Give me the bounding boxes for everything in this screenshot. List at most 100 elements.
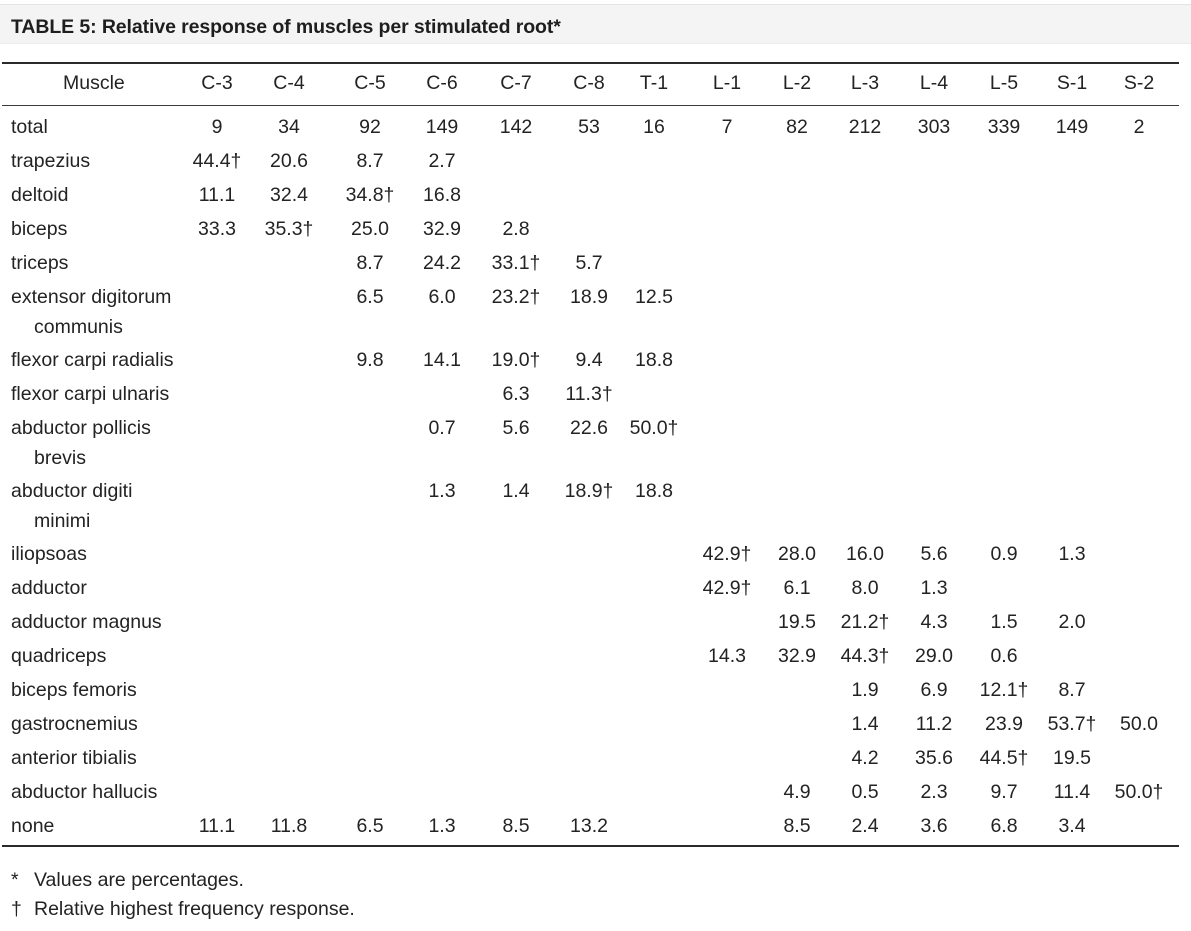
column-header: T-1: [639, 72, 669, 94]
table-cell: 0.6: [990, 645, 1018, 667]
table-cell: 149: [425, 116, 459, 138]
row-label: total: [11, 116, 48, 138]
table-cell: 35.6: [915, 747, 953, 769]
table-cell: 6.5: [356, 815, 384, 837]
table-cell: 2.4: [851, 815, 879, 837]
footnote-text: Values are percentages.: [34, 869, 244, 891]
table-cell: 1.9: [851, 679, 879, 701]
row-label: trapezius: [11, 150, 91, 172]
column-header: C-5: [354, 72, 386, 94]
table-cell: 2.7: [428, 150, 456, 172]
row-label: abductor digiti: [11, 480, 133, 502]
table-cell: 1.3: [428, 480, 456, 502]
table-cell: 9.7: [990, 781, 1018, 803]
table-cell: 142: [499, 116, 533, 138]
table-cell: 32.9: [423, 218, 461, 240]
table-cell: 16.0: [846, 543, 884, 565]
footnote: † Relative highest frequency response.: [11, 898, 355, 921]
column-header: C-4: [273, 72, 305, 94]
row-label: iliopsoas: [11, 543, 87, 565]
footnote: * Values are percentages.: [11, 869, 244, 892]
row-label: gastrocnemius: [11, 713, 138, 735]
table-cell: 14.1: [423, 349, 461, 371]
table-cell: 1.4: [502, 480, 530, 502]
row-label: biceps: [11, 218, 68, 240]
footnote-symbol: †: [11, 898, 22, 920]
table-top-rule: [2, 62, 1179, 64]
table-cell: 33.1†: [491, 252, 541, 274]
table-cell: 6.5: [356, 286, 384, 308]
table-cell: 9.4: [575, 349, 603, 371]
table-cell: 23.9: [985, 713, 1023, 735]
header-rule: [2, 105, 1179, 106]
table-cell: 29.0: [915, 645, 953, 667]
table-bottom-rule: [2, 845, 1179, 847]
column-header: L-2: [782, 72, 812, 94]
row-label: adductor: [11, 577, 87, 599]
table-cell: 16: [643, 116, 665, 138]
row-label: minimi: [34, 510, 91, 532]
column-header: S-2: [1123, 72, 1155, 94]
column-header: L-3: [850, 72, 880, 94]
table-cell: 21.2†: [840, 611, 890, 633]
table-cell: 5.7: [575, 252, 603, 274]
table-cell: 9: [211, 116, 223, 138]
table-cell: 34.8†: [345, 184, 395, 206]
table-cell: 212: [848, 116, 882, 138]
row-label: biceps femoris: [11, 679, 137, 701]
table-cell: 7: [721, 116, 733, 138]
row-label: communis: [34, 316, 123, 338]
table-cell: 13.2: [570, 815, 608, 837]
table-cell: 8.0: [851, 577, 879, 599]
table-cell: 35.3†: [264, 218, 314, 240]
table-cell: 18.8: [635, 480, 673, 502]
top-border: [0, 4, 1191, 5]
table-cell: 44.3†: [840, 645, 890, 667]
table-cell: 0.9: [990, 543, 1018, 565]
table-cell: 4.9: [783, 781, 811, 803]
table-cell: 3.6: [920, 815, 948, 837]
table-cell: 6.3: [502, 383, 530, 405]
column-header: C-6: [426, 72, 458, 94]
column-header: S-1: [1056, 72, 1088, 94]
table-cell: 42.9†: [702, 577, 752, 599]
table-cell: 92: [359, 116, 381, 138]
footnote-text: Relative highest frequency response.: [34, 898, 355, 920]
row-label: deltoid: [11, 184, 69, 206]
table-cell: 53.7†: [1047, 713, 1097, 735]
table-cell: 18.8: [635, 349, 673, 371]
table-cell: 5.6: [502, 417, 530, 439]
column-header: C-7: [500, 72, 532, 94]
table-cell: 18.9: [570, 286, 608, 308]
table-cell: 1.3: [920, 577, 948, 599]
table-cell: 19.0†: [491, 349, 541, 371]
row-label: abductor pollicis: [11, 417, 151, 439]
table-cell: 2.8: [502, 218, 530, 240]
table-cell: 2.0: [1058, 611, 1086, 633]
table-cell: 50.0†: [629, 417, 679, 439]
table-cell: 19.5: [778, 611, 816, 633]
table-cell: 50.0: [1120, 713, 1158, 735]
column-header: C-3: [201, 72, 233, 94]
table-cell: 18.9†: [564, 480, 614, 502]
table-cell: 4.3: [920, 611, 948, 633]
table-cell: 339: [987, 116, 1021, 138]
table-cell: 6.1: [783, 577, 811, 599]
table-cell: 0.7: [428, 417, 456, 439]
table-cell: 12.5: [635, 286, 673, 308]
row-label: triceps: [11, 252, 69, 274]
table-cell: 32.4: [270, 184, 308, 206]
table-cell: 32.9: [778, 645, 816, 667]
table-title: TABLE 5: Relative response of muscles pe…: [11, 16, 561, 38]
row-label: extensor digitorum: [11, 286, 172, 308]
table-cell: 16.8: [423, 184, 461, 206]
column-header: L-4: [919, 72, 949, 94]
table-cell: 42.9†: [702, 543, 752, 565]
table-cell: 1.3: [1058, 543, 1086, 565]
table-cell: 14.3: [708, 645, 746, 667]
table-cell: 8.7: [1058, 679, 1086, 701]
table-cell: 19.5: [1053, 747, 1091, 769]
column-header: L-1: [712, 72, 742, 94]
row-label: flexor carpi ulnaris: [11, 383, 170, 405]
table-cell: 11.1: [198, 184, 236, 206]
